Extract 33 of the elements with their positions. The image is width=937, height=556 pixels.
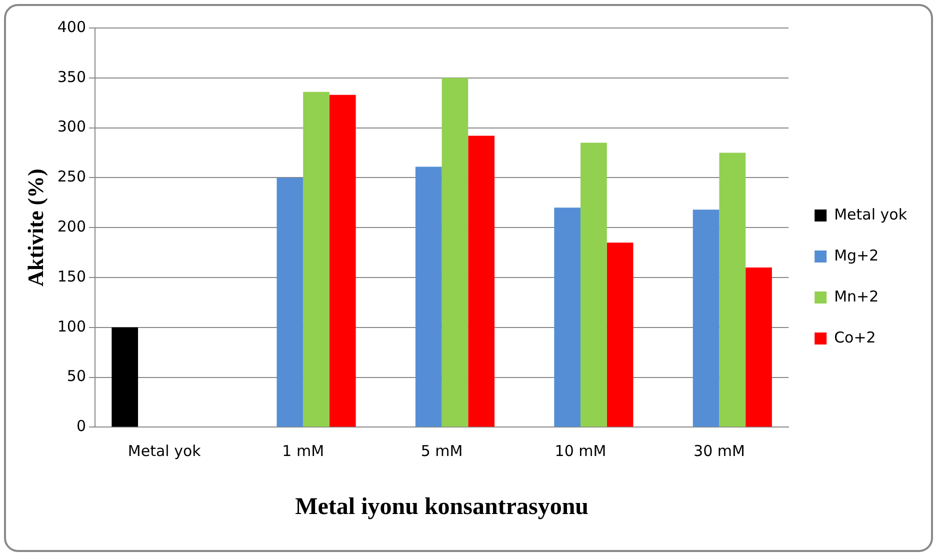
bar bbox=[606, 242, 634, 427]
bar bbox=[468, 136, 495, 427]
bar bbox=[303, 92, 330, 427]
legend-label: Mn+2 bbox=[834, 287, 879, 306]
bar bbox=[746, 268, 772, 427]
y-tick-label: 350 bbox=[57, 68, 86, 86]
x-tick-label: 30 mM bbox=[694, 442, 745, 460]
y-axis-title: Aktivite (%) bbox=[22, 168, 48, 287]
legend-label: Co+2 bbox=[834, 328, 876, 346]
bar bbox=[276, 178, 304, 427]
x-tick-label: Metal yok bbox=[128, 442, 202, 460]
bar bbox=[719, 152, 746, 427]
bar bbox=[112, 327, 138, 427]
legend-label: Metal yok bbox=[834, 205, 908, 224]
y-tick-label: 0 bbox=[76, 417, 86, 436]
y-tick-label: 300 bbox=[57, 118, 86, 136]
bar bbox=[554, 208, 581, 427]
y-tick-label: 100 bbox=[57, 317, 86, 336]
bar bbox=[329, 94, 356, 427]
bar bbox=[415, 166, 442, 427]
x-axis-title: Metal iyonu konsantrasyonu bbox=[295, 494, 588, 520]
bar bbox=[442, 78, 468, 427]
y-tick-label: 150 bbox=[57, 267, 86, 286]
y-tick-label: 250 bbox=[57, 168, 86, 186]
bar bbox=[580, 142, 607, 427]
bar bbox=[692, 210, 720, 427]
y-tick-label: 400 bbox=[57, 18, 86, 36]
x-tick-label: 5 mM bbox=[420, 442, 463, 460]
y-tick-label: 200 bbox=[57, 217, 86, 236]
legend-label: Mg+2 bbox=[834, 246, 879, 264]
x-tick-label: 1 mM bbox=[282, 442, 324, 460]
y-tick-label: 50 bbox=[66, 367, 86, 386]
x-tick-label: 10 mM bbox=[554, 442, 606, 460]
